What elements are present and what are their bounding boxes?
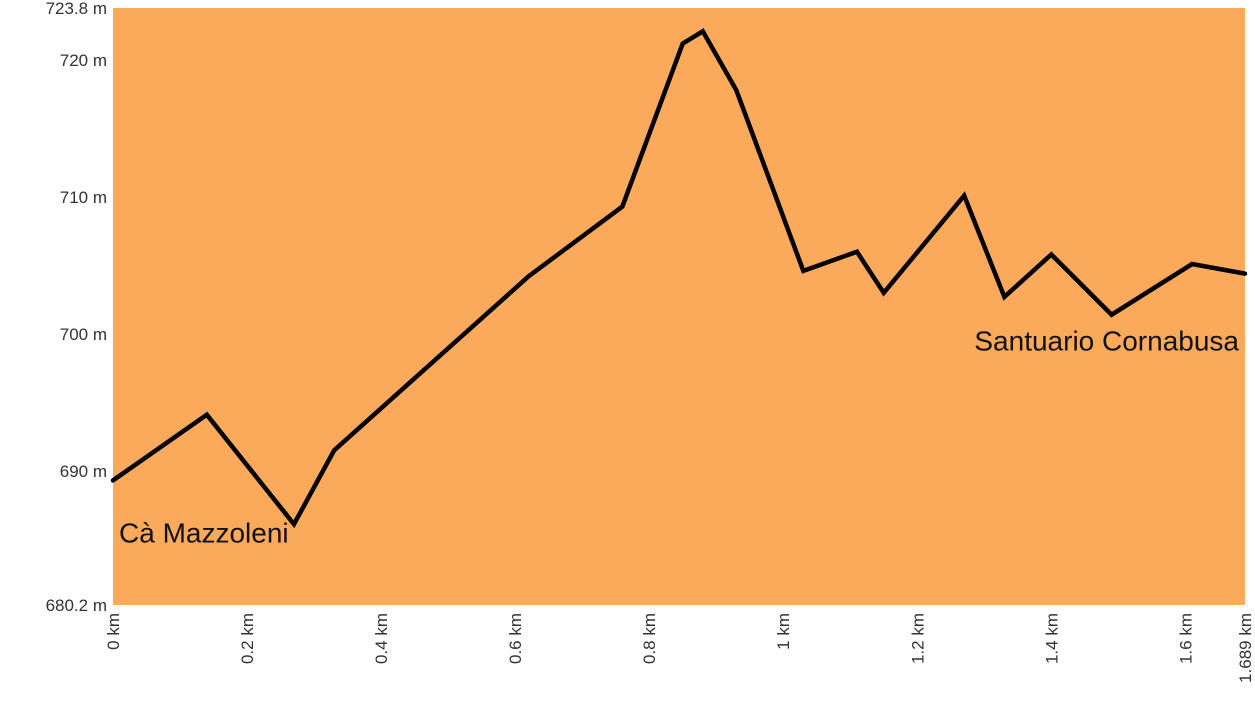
y-tick-label: 710 m [60, 188, 107, 207]
x-tick-label: 1.689 km [1236, 613, 1255, 683]
elevation-line [110, 28, 1248, 529]
y-tick-label: 720 m [60, 51, 107, 70]
annotations: Cà Mazzoleni Santuario Cornabusa [119, 326, 1239, 549]
y-tick-label: 680.2 m [46, 596, 107, 615]
annotation-label: Cà Mazzoleni [119, 517, 289, 548]
x-tick-label: 0.6 km [506, 613, 525, 664]
x-tick-label: 0.2 km [238, 613, 257, 664]
x-tick-label: 1 km [774, 613, 793, 650]
x-tick-label: 0.4 km [372, 613, 391, 664]
y-tick-label: 690 m [60, 462, 107, 481]
x-tick-label: 0 km [104, 613, 123, 650]
x-tick-label: 1.4 km [1042, 613, 1061, 664]
annotation-label: Santuario Cornabusa [974, 326, 1239, 357]
x-tick-label: 1.6 km [1176, 613, 1195, 664]
x-tick-label: 0.8 km [640, 613, 659, 664]
x-tick-label: 1.2 km [908, 613, 927, 664]
y-axis-ticks: 723.8 m 720 m 710 m 700 m 690 m 680.2 m [46, 0, 107, 615]
plot-area-background [113, 8, 1245, 605]
y-tick-label: 700 m [60, 325, 107, 344]
x-axis-ticks: 0 km 0.2 km 0.4 km 0.6 km 0.8 km 1 km 1.2 km 1.… [104, 613, 1255, 683]
y-tick-label: 723.8 m [46, 0, 107, 18]
